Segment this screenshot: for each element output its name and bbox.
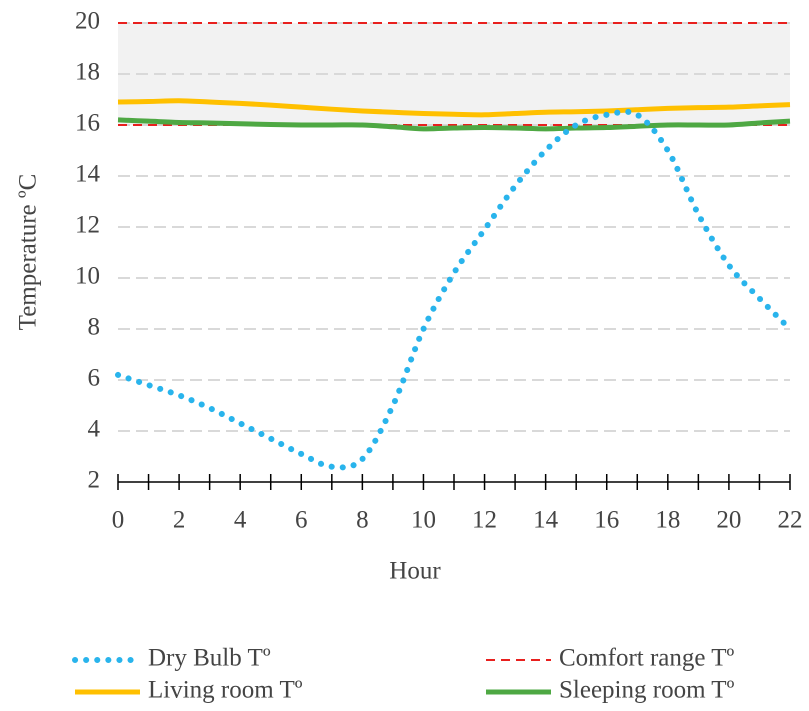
- x-tick-label: 4: [234, 507, 247, 534]
- x-tick-label: 22: [778, 507, 803, 534]
- series-line: [117, 117, 791, 132]
- x-tick-label: 14: [533, 507, 559, 534]
- x-tick-label: 10: [411, 507, 436, 534]
- y-tick-label: 18: [75, 59, 100, 86]
- y-tick-label: 2: [88, 467, 101, 494]
- y-tick-label: 14: [75, 161, 101, 188]
- series-line: [117, 98, 791, 118]
- x-tick-label: 12: [472, 507, 497, 534]
- legend-label: Living room Tº: [148, 677, 303, 704]
- x-tick-label: 6: [295, 507, 308, 534]
- x-tick-label: 2: [173, 507, 186, 534]
- legend-label: Sleeping room Tº: [559, 677, 735, 704]
- legend-label: Dry Bulb Tº: [148, 645, 271, 672]
- y-tick-label: 4: [88, 416, 101, 443]
- x-axis-label: Hour: [389, 558, 441, 585]
- y-tick-label: 10: [75, 263, 100, 290]
- y-tick-label: 16: [75, 110, 100, 137]
- y-tick-label: 8: [88, 314, 101, 341]
- legend-label: Comfort range Tº: [559, 645, 735, 672]
- x-tick-label: 0: [112, 507, 125, 534]
- series-line: [115, 108, 793, 471]
- x-tick-label: 16: [594, 507, 619, 534]
- y-tick-label: 6: [88, 365, 101, 392]
- x-tick-label: 8: [356, 507, 369, 534]
- y-axis-label: Temperature ºC: [15, 174, 42, 331]
- y-tick-label: 20: [75, 8, 100, 35]
- x-tick-label: 18: [655, 507, 680, 534]
- x-tick-label: 20: [716, 507, 741, 534]
- y-tick-label: 12: [75, 212, 100, 239]
